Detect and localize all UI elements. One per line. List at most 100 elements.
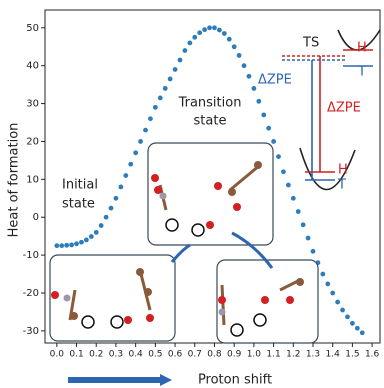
data-point [182, 48, 188, 53]
y-tick-label: -10 [23, 250, 39, 261]
data-point [325, 281, 331, 287]
x-tick-label: 0.6 [168, 350, 183, 360]
data-point [305, 235, 311, 241]
data-point [54, 243, 60, 249]
inset-label: TS [302, 36, 319, 51]
x-tick-label: 1.1 [266, 350, 280, 360]
data-point [192, 34, 198, 40]
data-point [345, 314, 350, 320]
x-tick-label: 1.0 [247, 350, 262, 360]
data-point [118, 184, 124, 190]
x-tick-label: 1.4 [326, 350, 341, 360]
data-point [266, 125, 272, 131]
data-point [246, 73, 252, 79]
data-point [93, 229, 99, 235]
y-tick-label: 30 [26, 99, 39, 110]
data-point [221, 31, 227, 36]
data-point [138, 139, 143, 144]
data-point [167, 76, 173, 82]
data-point [133, 150, 139, 156]
data-point [148, 116, 153, 122]
data-point [241, 63, 247, 69]
data-point [212, 25, 217, 31]
x-axis-label: Proton shift [198, 373, 272, 388]
data-point [330, 290, 336, 296]
data-point [350, 320, 355, 326]
annotation: Transition [178, 96, 242, 111]
x-tick-label: 0.4 [128, 350, 143, 360]
x-tick-label: 0.3 [109, 350, 123, 360]
data-point [113, 195, 119, 201]
data-point [335, 299, 341, 305]
data-point [251, 86, 257, 91]
molecule-insets [49, 29, 381, 386]
data-point [236, 53, 242, 58]
data-point [143, 127, 148, 133]
data-point [83, 237, 89, 243]
x-tick-label: 1.3 [306, 350, 320, 360]
data-point [152, 104, 158, 110]
data-point [79, 239, 84, 245]
data-point [202, 27, 208, 33]
data-point [231, 44, 237, 50]
x-tick-label: 0.9 [227, 350, 242, 360]
data-point [276, 154, 281, 160]
data-point [261, 112, 267, 118]
data-point [310, 248, 316, 254]
x-tick-label: 0.0 [50, 350, 65, 360]
data-point [354, 325, 360, 331]
x-tick-label: 0.1 [69, 350, 83, 360]
data-point [69, 242, 75, 248]
data-point [359, 330, 365, 336]
y-tick-label: 20 [26, 136, 39, 147]
y-tick-label: -30 [23, 326, 39, 337]
data-point [98, 223, 104, 228]
x-tick-label: 0.7 [188, 350, 202, 360]
inset-label: H [338, 163, 348, 178]
data-point [290, 195, 296, 201]
data-point [157, 95, 163, 101]
data-point [108, 205, 114, 211]
data-point [177, 57, 183, 63]
y-axis-label: Heat of formation [7, 123, 22, 238]
x-tick-label: 1.5 [345, 350, 359, 360]
data-point [162, 86, 168, 91]
data-point [197, 30, 203, 36]
x-tick-label: 0.5 [148, 350, 162, 360]
inset-label: T [357, 65, 366, 80]
annotation: state [62, 197, 95, 212]
data-point [226, 36, 232, 42]
data-point [64, 242, 70, 248]
x-tick-label: 1.2 [286, 350, 300, 360]
y-tick-label: 10 [26, 174, 39, 185]
data-point [285, 182, 291, 188]
y-tick-label: 40 [26, 61, 39, 72]
plot-frame [44, 9, 381, 344]
data-point [320, 271, 326, 277]
inset-label: ΔZPE [327, 101, 361, 116]
data-point [172, 67, 178, 72]
data-point [207, 25, 212, 31]
x-tick-label: 0.2 [89, 350, 103, 360]
data-point [74, 241, 79, 247]
data-point [340, 307, 345, 313]
data-point [216, 27, 222, 33]
data-point [103, 214, 109, 220]
y-tick-label: 50 [26, 23, 39, 34]
data-point [271, 139, 276, 144]
data-point [281, 169, 286, 175]
data-point [256, 98, 262, 104]
inset-label: H [357, 41, 367, 56]
inset-label: T [337, 178, 346, 193]
data-point [300, 222, 306, 228]
y-tick-label: 0 [33, 212, 39, 223]
data-point [88, 234, 94, 239]
data-point [128, 161, 134, 167]
annotation: Initial [62, 178, 98, 193]
data-point [59, 243, 65, 249]
annotation: state [194, 114, 227, 129]
x-tick-label: 1.6 [365, 350, 380, 360]
data-point [295, 209, 301, 214]
data-point [187, 40, 193, 46]
